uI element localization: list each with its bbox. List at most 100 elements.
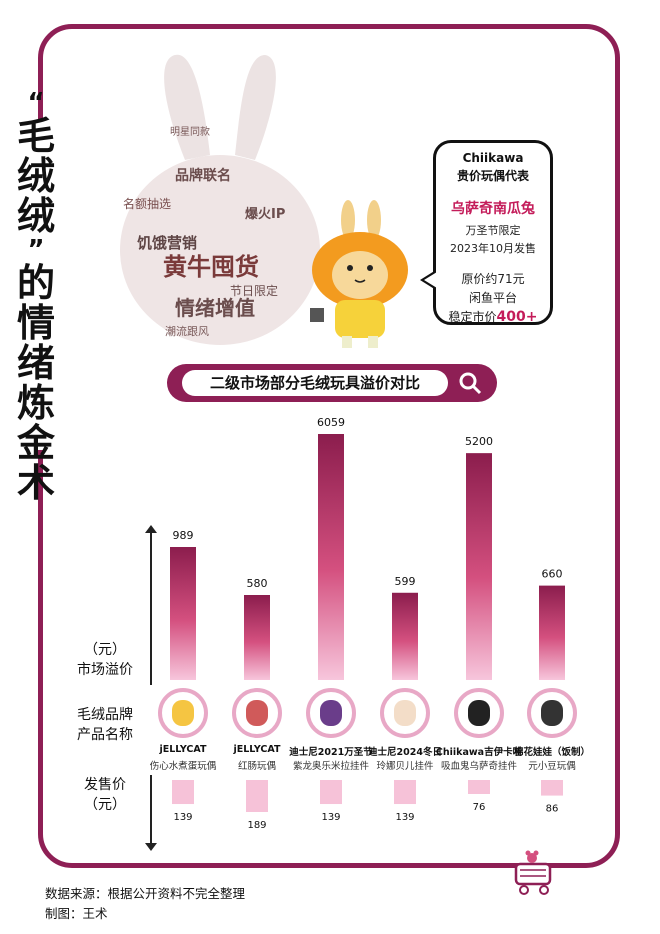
vertical-title: “ 毛 绒 绒 ” 的 情 绪 炼 金 术 bbox=[12, 88, 60, 505]
product-name: 元小豆玩偶 bbox=[528, 761, 576, 772]
title-char: 绪 bbox=[16, 341, 55, 386]
premium-unit: （元） bbox=[84, 642, 126, 658]
cloud-word: 明星同款 bbox=[170, 125, 210, 138]
cloud-word: 节日限定 bbox=[230, 283, 278, 298]
toy-figure bbox=[320, 700, 342, 726]
pumpkin-bunny-mascot bbox=[310, 200, 408, 348]
product-image bbox=[232, 688, 282, 738]
premium-value-label: 6059 bbox=[317, 416, 345, 429]
price-label-line1: 发售价 bbox=[84, 777, 126, 793]
premium-bar bbox=[170, 547, 196, 680]
title-char: 金 bbox=[16, 420, 55, 465]
toy-figure bbox=[541, 700, 563, 726]
product-brand: jELLYCAT bbox=[159, 744, 207, 755]
info-bubble: Chiikawa 贵价玩偶代表 乌萨奇南瓜兔 万圣节限定 2023年10月发售 … bbox=[433, 140, 553, 325]
frame-gap bbox=[30, 120, 50, 450]
title-char: 毛 bbox=[16, 114, 55, 159]
product-brand: jELLYCAT bbox=[233, 744, 281, 755]
toy-figure bbox=[468, 700, 490, 726]
product-label-line1: 毛绒品牌 bbox=[77, 707, 133, 723]
title-char: 炼 bbox=[16, 380, 55, 425]
premium-bar bbox=[392, 592, 418, 680]
cloud-word: 潮流跟风 bbox=[165, 324, 209, 338]
product-image bbox=[454, 688, 504, 738]
premium-label: （元） 市场溢价 bbox=[60, 640, 150, 680]
bubble-brand: Chiikawa bbox=[462, 151, 524, 165]
cloud-word: 饥饿营销 bbox=[137, 234, 197, 252]
premium-bar bbox=[539, 585, 565, 680]
price-axis bbox=[150, 775, 152, 845]
title-char: 绒 bbox=[16, 194, 55, 239]
product-name: 红肠玩偶 bbox=[237, 761, 276, 772]
product-name: 吸血鬼乌萨奇挂件 bbox=[440, 761, 517, 772]
cloud-word: 名额抽选 bbox=[123, 196, 171, 211]
price-bar bbox=[394, 780, 416, 805]
bubble-line: 万圣节限定 bbox=[465, 224, 521, 237]
product-image bbox=[158, 688, 208, 738]
price-bar bbox=[541, 780, 563, 796]
bubble-price-prefix: 稳定市价 bbox=[448, 310, 497, 324]
premium-value-label: 5200 bbox=[465, 435, 493, 448]
product-brand: 迪士尼2021万圣节 bbox=[289, 747, 373, 758]
product-label: 毛绒品牌 产品名称 bbox=[60, 705, 150, 745]
price-value-label: 139 bbox=[173, 812, 192, 823]
price-bar bbox=[172, 780, 194, 805]
footer-author: 制图：王术 bbox=[45, 906, 108, 921]
chart-title: 二级市场部分毛绒玩具溢价对比 bbox=[182, 370, 448, 396]
toy-figure bbox=[246, 700, 268, 726]
search-icon bbox=[459, 372, 482, 395]
toy-figure bbox=[394, 700, 416, 726]
product-brand: 迪士尼2024冬日 bbox=[368, 747, 442, 758]
title-char: 的 bbox=[16, 261, 55, 306]
product-name: 伤心水煮蛋玩偶 bbox=[149, 761, 217, 772]
bubble-subtitle: 贵价玩偶代表 bbox=[456, 169, 529, 183]
price-value-label: 189 bbox=[247, 820, 266, 831]
product-name: 紫龙奥乐米拉挂件 bbox=[292, 761, 369, 772]
premium-text: 市场溢价 bbox=[77, 662, 133, 678]
product-image bbox=[527, 688, 577, 738]
price-value-label: 76 bbox=[473, 802, 486, 813]
cloud-word: 爆火IP bbox=[245, 206, 285, 222]
premium-value-label: 580 bbox=[247, 577, 268, 590]
toy-figure bbox=[172, 700, 194, 726]
stroller-icon bbox=[514, 850, 552, 895]
product-brand: Chiikawa吉伊卡哇 bbox=[435, 747, 523, 758]
axis-arrow-up bbox=[145, 525, 157, 533]
premium-bar bbox=[318, 434, 344, 680]
product-name: 玲娜贝儿挂件 bbox=[376, 761, 434, 772]
bubble-line: 2023年10月发售 bbox=[450, 242, 536, 255]
premium-value-label: 599 bbox=[395, 575, 416, 588]
product-image bbox=[380, 688, 430, 738]
product-brand: 棉花娃娃（饭制） bbox=[513, 747, 590, 758]
price-label: 发售价 （元） bbox=[60, 775, 150, 815]
price-label-line2: （元） bbox=[84, 797, 126, 813]
product-label-line2: 产品名称 bbox=[77, 727, 133, 743]
cloud-word: 黄牛囤货 bbox=[163, 253, 259, 281]
price-value-label: 139 bbox=[321, 812, 340, 823]
bubble-line: 原价约71元 bbox=[461, 272, 525, 286]
title-char: 情 bbox=[16, 301, 55, 346]
price-value-label: 139 bbox=[395, 812, 414, 823]
cloud-word: 情绪增值 bbox=[175, 296, 255, 320]
wordcloud-bunny: 明星同款 品牌联名 名额抽选 爆火IP 饥饿营销 黄牛囤货 节日限定 情绪增值 … bbox=[120, 54, 320, 345]
title-char: ” bbox=[27, 234, 45, 265]
bubble-price-value: 400+ bbox=[496, 309, 538, 325]
premium-bar bbox=[466, 453, 492, 680]
price-bar bbox=[320, 780, 342, 805]
premium-value-label: 989 bbox=[173, 529, 194, 542]
product-image bbox=[306, 688, 356, 738]
premium-axis bbox=[150, 530, 152, 685]
price-bar bbox=[468, 780, 490, 794]
bubble-tail-inner bbox=[424, 272, 437, 288]
title-char: “ bbox=[27, 88, 45, 118]
premium-value-label: 660 bbox=[542, 568, 563, 581]
price-value-label: 86 bbox=[546, 804, 559, 815]
bubble-line: 稳定市价400+ bbox=[436, 308, 550, 325]
axis-arrow-down bbox=[145, 843, 157, 851]
bubble-product: 乌萨奇南瓜兔 bbox=[451, 201, 535, 217]
footer-source: 数据来源：根据公开资料不完全整理 bbox=[45, 886, 246, 901]
price-bar bbox=[246, 780, 268, 812]
title-char: 术 bbox=[16, 460, 55, 505]
cloud-word: 品牌联名 bbox=[175, 167, 231, 184]
premium-bar bbox=[244, 595, 270, 680]
